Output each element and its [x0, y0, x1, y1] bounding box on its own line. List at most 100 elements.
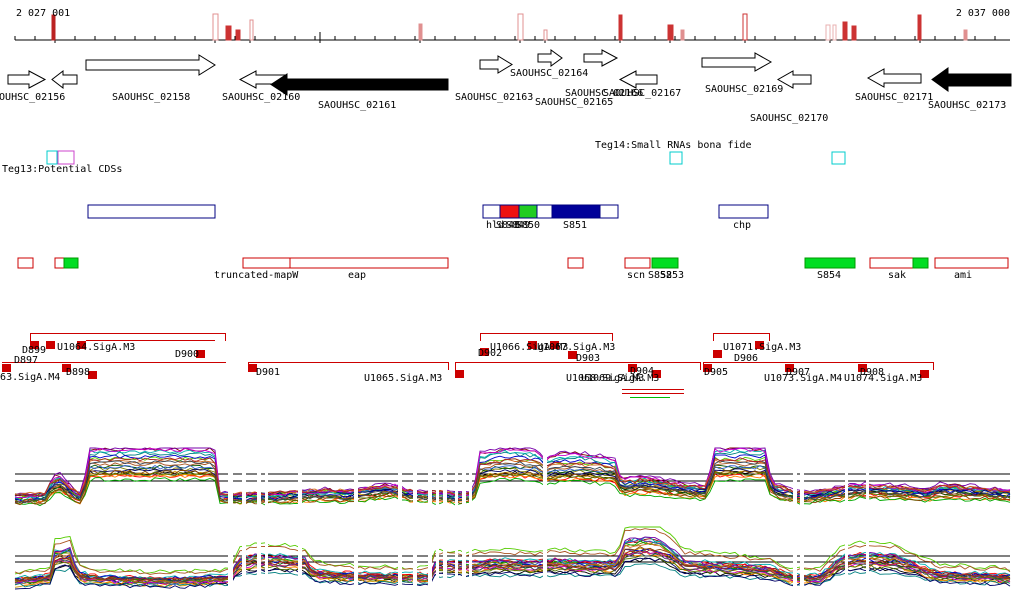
missing-data-gap [793, 443, 797, 609]
cds-label-hld: hld [486, 220, 504, 231]
probe-mark[interactable] [963, 29, 968, 41]
probe-mark[interactable] [742, 13, 748, 41]
transcription-unit-line [622, 393, 684, 394]
cds-label-s848: S848 [496, 220, 520, 231]
probe-mark[interactable] [543, 29, 548, 41]
virulence-gene-box[interactable] [651, 257, 679, 269]
expression-series [14, 546, 1011, 582]
expression-series [14, 460, 1011, 504]
probe-mark[interactable] [225, 25, 232, 41]
gene-label-saouhsc-02170: SAOUHSC_02170 [750, 113, 828, 124]
virulence-gene-box[interactable] [912, 257, 929, 269]
transcription-unit-line [480, 333, 481, 341]
transcription-unit-box[interactable] [858, 364, 867, 372]
virulence-gene-box[interactable] [17, 257, 34, 269]
transcription-unit-box[interactable] [88, 371, 97, 379]
probe-mark[interactable] [667, 24, 674, 41]
probe-mark[interactable] [418, 23, 423, 41]
transcription-unit-box[interactable] [568, 351, 577, 359]
small-rna-box[interactable] [831, 151, 846, 165]
transcription-unit-label-d901: D901 [256, 367, 280, 378]
teg14-track-label: Teg14:Small RNAs bona fide [595, 140, 752, 151]
missing-data-gap [298, 443, 302, 609]
transcription-unit-line [630, 397, 670, 398]
transcription-unit-box[interactable] [77, 341, 86, 349]
probe-mark[interactable] [618, 14, 623, 41]
virulence-gene-label-ami: ami [954, 270, 972, 281]
gene-arrow-item[interactable] [51, 69, 78, 90]
expression-series [14, 464, 1010, 497]
probe-mark[interactable] [517, 13, 524, 41]
virulence-gene-box[interactable] [804, 257, 856, 269]
expression-series [14, 555, 1011, 584]
cds-box[interactable] [718, 204, 769, 219]
transcription-unit-box[interactable] [2, 364, 11, 372]
transcription-unit-box[interactable] [248, 364, 257, 372]
gene-arrow-saouhsc-02171[interactable] [866, 68, 922, 88]
transcription-unit-line [769, 333, 770, 341]
transcription-unit-box[interactable] [703, 364, 712, 372]
transcription-unit-line [225, 333, 226, 341]
transcription-unit-box[interactable] [713, 350, 722, 358]
cds-box[interactable] [87, 204, 216, 219]
transcription-unit-box[interactable] [62, 364, 71, 372]
transcription-unit-line [480, 333, 613, 334]
virulence-gene-box[interactable] [289, 257, 449, 269]
gene-arrow-saouhsc-02161[interactable] [270, 73, 449, 96]
transcription-unit-box[interactable] [30, 341, 39, 349]
gene-arrow-saouhsc-02158[interactable] [85, 54, 216, 76]
probe-mark[interactable] [825, 24, 831, 41]
transcription-unit-box[interactable] [455, 370, 464, 378]
transcription-unit-box[interactable] [196, 350, 205, 358]
transcription-unit-line [933, 362, 934, 370]
probe-mark[interactable] [51, 14, 56, 41]
gene-arrow-saouhsc-02164[interactable] [537, 49, 563, 67]
small-rna-box[interactable] [669, 151, 683, 165]
transcription-unit-box[interactable] [652, 370, 661, 378]
virulence-gene-box[interactable] [624, 257, 651, 269]
virulence-gene-box[interactable] [242, 257, 291, 269]
probe-mark[interactable] [235, 29, 241, 41]
cds-box[interactable] [518, 204, 538, 219]
virulence-gene-box[interactable] [567, 257, 584, 269]
cds-box[interactable] [499, 204, 520, 219]
transcription-unit-label-d905: D905 [704, 367, 728, 378]
ruler-end-coordinate: 2 037 000 [955, 8, 1010, 19]
transcription-unit-box[interactable] [528, 341, 537, 349]
gene-label-saouhsc-02165: SAOUHSC_02165 [535, 97, 613, 108]
gene-arrow-saouhsc-02166[interactable] [618, 70, 658, 89]
cds-box[interactable] [551, 204, 601, 219]
probe-mark[interactable] [842, 21, 848, 41]
gene-arrow-saouhsc-02169[interactable] [701, 52, 773, 72]
missing-data-gap [242, 443, 246, 609]
probe-mark[interactable] [917, 14, 922, 41]
transcription-unit-box[interactable] [785, 364, 794, 372]
transcription-unit-box[interactable] [550, 341, 559, 349]
virulence-gene-box[interactable] [869, 257, 914, 269]
virulence-gene-box[interactable] [63, 257, 79, 269]
gene-arrow-saouhsc-02156[interactable] [7, 70, 47, 89]
gene-arrow-saouhsc-02163[interactable] [479, 55, 513, 74]
probe-mark[interactable] [851, 25, 857, 41]
transcription-unit-box[interactable] [755, 341, 764, 349]
gene-arrow-saouhsc-02170[interactable] [776, 70, 812, 89]
gene-arrow-saouhsc-02173[interactable] [931, 67, 1012, 92]
small-rna-box[interactable] [46, 150, 58, 165]
probe-mark[interactable] [212, 13, 219, 41]
transcription-unit-box[interactable] [480, 348, 489, 356]
transcription-unit-box[interactable] [628, 364, 637, 372]
gene-label-saouhsc-02173: SAOUHSC_02173 [928, 100, 1006, 111]
virulence-gene-box[interactable] [934, 257, 1009, 269]
probe-mark[interactable] [249, 19, 254, 41]
transcription-unit-box[interactable] [46, 341, 55, 349]
small-rna-box[interactable] [57, 150, 75, 165]
gene-label-saouhsc-02163: SAOUHSC_02163 [455, 92, 533, 103]
probe-mark[interactable] [680, 29, 685, 41]
gene-arrow-saouhsc-02165[interactable] [583, 49, 619, 67]
transcription-unit-label-d897: D897 [14, 355, 38, 366]
transcription-unit-label-d900: D900 [175, 349, 199, 360]
expression-series [14, 468, 1011, 498]
probe-mark[interactable] [832, 24, 837, 41]
missing-data-gap [436, 443, 439, 609]
transcription-unit-box[interactable] [920, 370, 929, 378]
